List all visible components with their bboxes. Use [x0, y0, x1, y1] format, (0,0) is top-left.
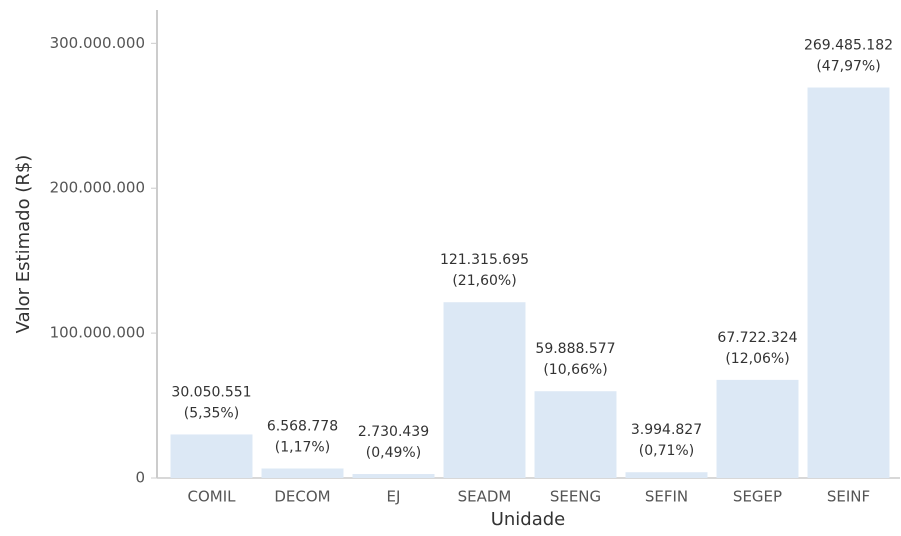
share-label: (10,66%)	[543, 362, 607, 378]
bar	[170, 434, 253, 478]
y-axis-title: Valor Estimado (R$)	[13, 155, 34, 334]
data-label: 3.994.827	[631, 422, 702, 438]
y-tick-label: 300.000.000	[50, 34, 145, 52]
share-label: (0,71%)	[639, 443, 694, 459]
data-label: 59.888.577	[535, 341, 615, 357]
bar	[716, 379, 799, 478]
y-tick-label: 200.000.000	[50, 179, 145, 197]
x-tick-label: SEFIN	[645, 488, 688, 506]
x-tick-label: EJ	[387, 488, 401, 506]
x-tick-label: SEADM	[458, 488, 512, 506]
share-label: (5,35%)	[184, 405, 239, 421]
share-label: (12,06%)	[725, 351, 789, 367]
y-tick-label: 0	[135, 469, 145, 487]
share-label: (0,49%)	[366, 445, 421, 461]
data-label: 67.722.324	[717, 330, 797, 346]
bar	[443, 302, 526, 478]
data-label: 121.315.695	[440, 252, 529, 268]
x-tick-label: SEINF	[827, 488, 870, 506]
bar	[261, 468, 344, 478]
x-axis-title: Unidade	[491, 509, 566, 530]
bar	[807, 87, 890, 478]
data-label: 30.050.551	[171, 384, 251, 400]
bar	[534, 391, 617, 478]
data-label: 2.730.439	[358, 424, 429, 440]
x-tick-label: DECOM	[274, 488, 330, 506]
share-label: (21,60%)	[452, 273, 516, 289]
bar	[352, 474, 435, 478]
x-tick-label: SEENG	[550, 488, 601, 506]
data-label: 6.568.778	[267, 418, 338, 434]
bar	[625, 472, 708, 478]
x-tick-label: COMIL	[187, 488, 236, 506]
x-tick-label: SEGEP	[733, 488, 782, 506]
y-tick-label: 100.000.000	[50, 324, 145, 342]
data-label: 269.485.182	[804, 38, 893, 54]
share-label: (1,17%)	[275, 439, 330, 455]
share-label: (47,97%)	[816, 59, 880, 75]
